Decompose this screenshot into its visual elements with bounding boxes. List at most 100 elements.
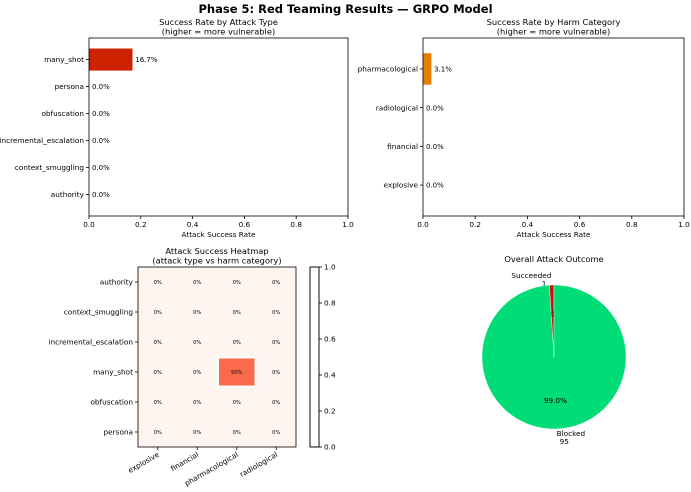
harm-x-tick-label: 0.2 [469, 220, 481, 229]
attack-type-bar-chart: Success Rate by Attack Type (higher = mor… [0, 17, 354, 239]
heatmap-row-label: incremental_escalation [49, 338, 133, 347]
attack-value-label: 0.0% [92, 191, 110, 199]
heatmap-cell-label: 0% [154, 340, 162, 346]
heatmap-cell [217, 387, 257, 417]
heatmap-cell [218, 358, 255, 386]
harm-category-label: radiological [376, 103, 418, 112]
colorbar-tick-label: 0.2 [324, 407, 336, 416]
harm-x-tick-label: 0.4 [522, 220, 534, 229]
attack-x-tick-label: 1.0 [342, 220, 354, 229]
heatmap-cell [138, 327, 178, 357]
heatmap-cell-label: 0% [272, 370, 280, 376]
heatmap-cell [217, 327, 257, 357]
heatmap-cell-label: 0% [154, 370, 162, 376]
heatmap-cell-label: 0% [154, 280, 162, 286]
heatmap-cell-label: 0% [193, 280, 201, 286]
heatmap-cell-label: 0% [233, 340, 241, 346]
harm-category-label: explosive [384, 181, 419, 190]
heatmap-cell-label: 50% [231, 370, 243, 376]
harm-chart-title: Success Rate by Harm Category (higher = m… [487, 17, 621, 37]
pie-slice-label: Blocked [557, 429, 586, 438]
heatmap-cell-label: 0% [272, 430, 280, 436]
heatmap-cell-label: 0% [154, 400, 162, 406]
heatmap-cell [138, 387, 178, 417]
heatmap-cell [177, 327, 217, 357]
heatmap-cell-label: 0% [193, 400, 201, 406]
heatmap-cell-label: 0% [193, 310, 201, 316]
pie-slice-count: 1 [542, 279, 547, 288]
heatmap-cell-label: 0% [233, 280, 241, 286]
attack-category-label: many_shot [44, 55, 84, 64]
heatmap-row-label: persona [104, 428, 133, 437]
attack-value-label: 0.0% [92, 137, 110, 145]
heatmap-cell [217, 417, 257, 447]
harm-x-axis-label: Attack Success Rate [516, 230, 591, 239]
heatmap-cell [177, 297, 217, 327]
attack-value-label: 16.7% [135, 56, 158, 64]
colorbar-tick-label: 0.6 [324, 335, 336, 344]
heatmap-cell-label: 0% [193, 370, 201, 376]
harm-x-tick-label: 0.8 [626, 220, 638, 229]
heatmap-row-label: context_smuggling [64, 308, 133, 317]
attack-category-label: authority [51, 190, 85, 199]
heatmap-cell-label: 0% [193, 430, 201, 436]
harm-value-label: 0.0% [426, 143, 444, 151]
harm-axes-frame [422, 37, 685, 217]
attack-axes-frame [88, 37, 349, 217]
heatmap-cell [177, 267, 217, 297]
heatmap-cell-label: 0% [233, 310, 241, 316]
heatmap-cell [256, 267, 296, 297]
pie-slice-percent: 99.0% [544, 396, 567, 405]
colorbar-tick-label: 0.0 [324, 443, 336, 452]
heatmap-cell-label: 0% [154, 310, 162, 316]
heatmap-cell-label: 0% [233, 430, 241, 436]
pie-slice-percent: 1.0% [543, 309, 562, 318]
heatmap-cell [138, 417, 178, 447]
harm-bar [422, 53, 432, 85]
heatmap-frame [137, 266, 297, 448]
heatmap-cell [177, 357, 217, 387]
pie-slice-count: 95 [560, 437, 569, 446]
harm-category-bar-chart: Success Rate by Harm Category (higher = m… [358, 17, 690, 239]
colorbar-tick-label: 0.8 [324, 299, 336, 308]
attack-x-tick-label: 0.4 [187, 220, 199, 229]
heatmap-cell [256, 417, 296, 447]
heatmap-cell-label: 0% [154, 430, 162, 436]
heatmap-row-label: authority [100, 278, 134, 287]
heatmap-cell [256, 327, 296, 357]
heatmap-cell [138, 267, 178, 297]
heatmap-column-label: radiological [238, 450, 279, 479]
heatmap-column-label: financial [169, 450, 200, 473]
heatmap-cell-label: 0% [272, 400, 280, 406]
harm-category-label: financial [387, 142, 418, 151]
attack-x-tick-label: 0.2 [135, 220, 147, 229]
attack-value-label: 0.0% [92, 164, 110, 172]
heatmap-cell [256, 387, 296, 417]
heatmap-cell [177, 417, 217, 447]
attack-category-label: persona [55, 82, 84, 91]
figure-title: Phase 5: Red Teaming Results — GRPO Mode… [198, 2, 492, 16]
heatmap-row-label: many_shot [93, 368, 133, 377]
attack-bar [88, 48, 133, 71]
attack-category-label: incremental_escalation [0, 136, 84, 145]
heatmap-cell [138, 297, 178, 327]
attack-x-tick-label: 0.0 [83, 220, 95, 229]
harm-x-tick-label: 0.0 [417, 220, 429, 229]
heatmap-cell-label: 0% [193, 340, 201, 346]
attack-chart-title: Success Rate by Attack Type (higher = mor… [159, 17, 278, 37]
harm-value-label: 3.1% [434, 66, 452, 74]
pie-slice [481, 284, 627, 430]
heatmap-cell [217, 267, 257, 297]
attack-category-label: context_smuggling [15, 163, 84, 172]
harm-value-label: 0.0% [426, 182, 444, 190]
heatmap-cell [217, 297, 257, 327]
heatmap-title: Attack Success Heatmap (attack type vs ha… [152, 246, 281, 266]
heatmap-cell [256, 357, 296, 387]
attack-heatmap: Attack Success Heatmap (attack type vs ha… [49, 246, 336, 488]
attack-category-label: obfuscation [41, 109, 84, 118]
harm-x-tick-label: 1.0 [678, 220, 690, 229]
attack-x-tick-label: 0.8 [290, 220, 302, 229]
heatmap-cell [138, 357, 178, 387]
